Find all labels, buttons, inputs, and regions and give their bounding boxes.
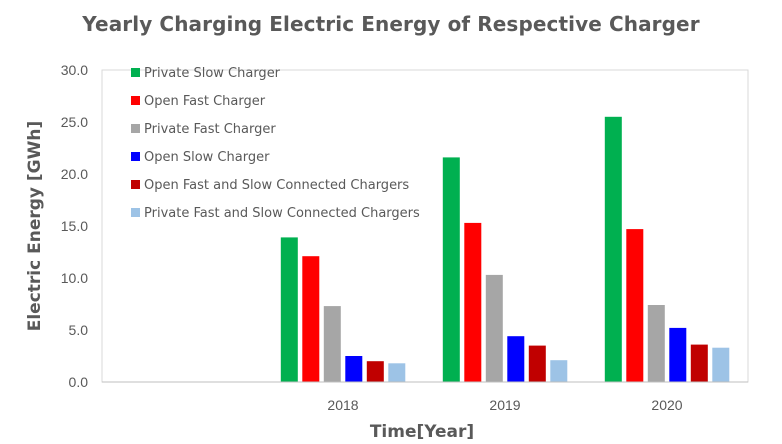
y-tick-label: 25.0 [61,114,88,130]
bar [604,116,622,383]
legend-swatch [131,180,140,189]
bar [323,306,341,382]
bar [345,356,363,382]
y-tick-label: 10.0 [61,270,88,286]
x-axis-ticks: 2018 2019 2020 [327,397,682,413]
bar [550,360,568,382]
legend-label: Open Slow Charger [144,150,270,165]
bars-group [280,116,730,383]
y-axis-title: Electric Energy [GWh] [25,121,45,332]
legend-swatch [131,152,140,161]
legend-swatch [131,124,140,133]
bar [442,157,460,382]
y-axis-ticks: 0.0 5.0 10.0 15.0 20.0 25.0 30.0 [61,62,88,390]
bar [280,237,298,382]
legend: Private Slow Charger Open Fast Charger Pri… [131,66,420,221]
bar [485,274,503,382]
legend-label: Private Fast Charger [144,122,276,137]
x-tick-label: 2019 [489,397,520,413]
legend-label: Open Fast and Slow Connected Chargers [144,178,409,193]
legend-label: Open Fast Charger [144,94,266,109]
legend-label: Private Slow Charger [144,66,281,81]
y-tick-label: 0.0 [69,374,89,390]
bar [464,222,482,382]
y-tick-label: 5.0 [69,322,89,338]
bar [302,256,320,382]
bar [626,229,644,382]
bar [528,345,546,382]
legend-swatch [131,68,140,77]
y-tick-label: 30.0 [61,62,88,78]
bar [647,305,665,382]
legend-swatch [131,208,140,217]
x-tick-label: 2018 [327,397,358,413]
x-axis-title: Time[Year] [370,422,474,442]
bar [669,327,687,382]
bar [507,336,525,382]
legend-swatch [131,96,140,105]
bar [388,363,406,382]
bar [712,347,730,382]
legend-label: Private Fast and Slow Connected Chargers [144,206,420,221]
x-tick-label: 2020 [651,397,682,413]
bar [690,344,708,382]
bar [366,361,384,382]
y-tick-label: 20.0 [61,166,88,182]
chart-title: Yearly Charging Electric Energy of Respe… [82,12,700,36]
y-tick-label: 15.0 [61,218,88,234]
